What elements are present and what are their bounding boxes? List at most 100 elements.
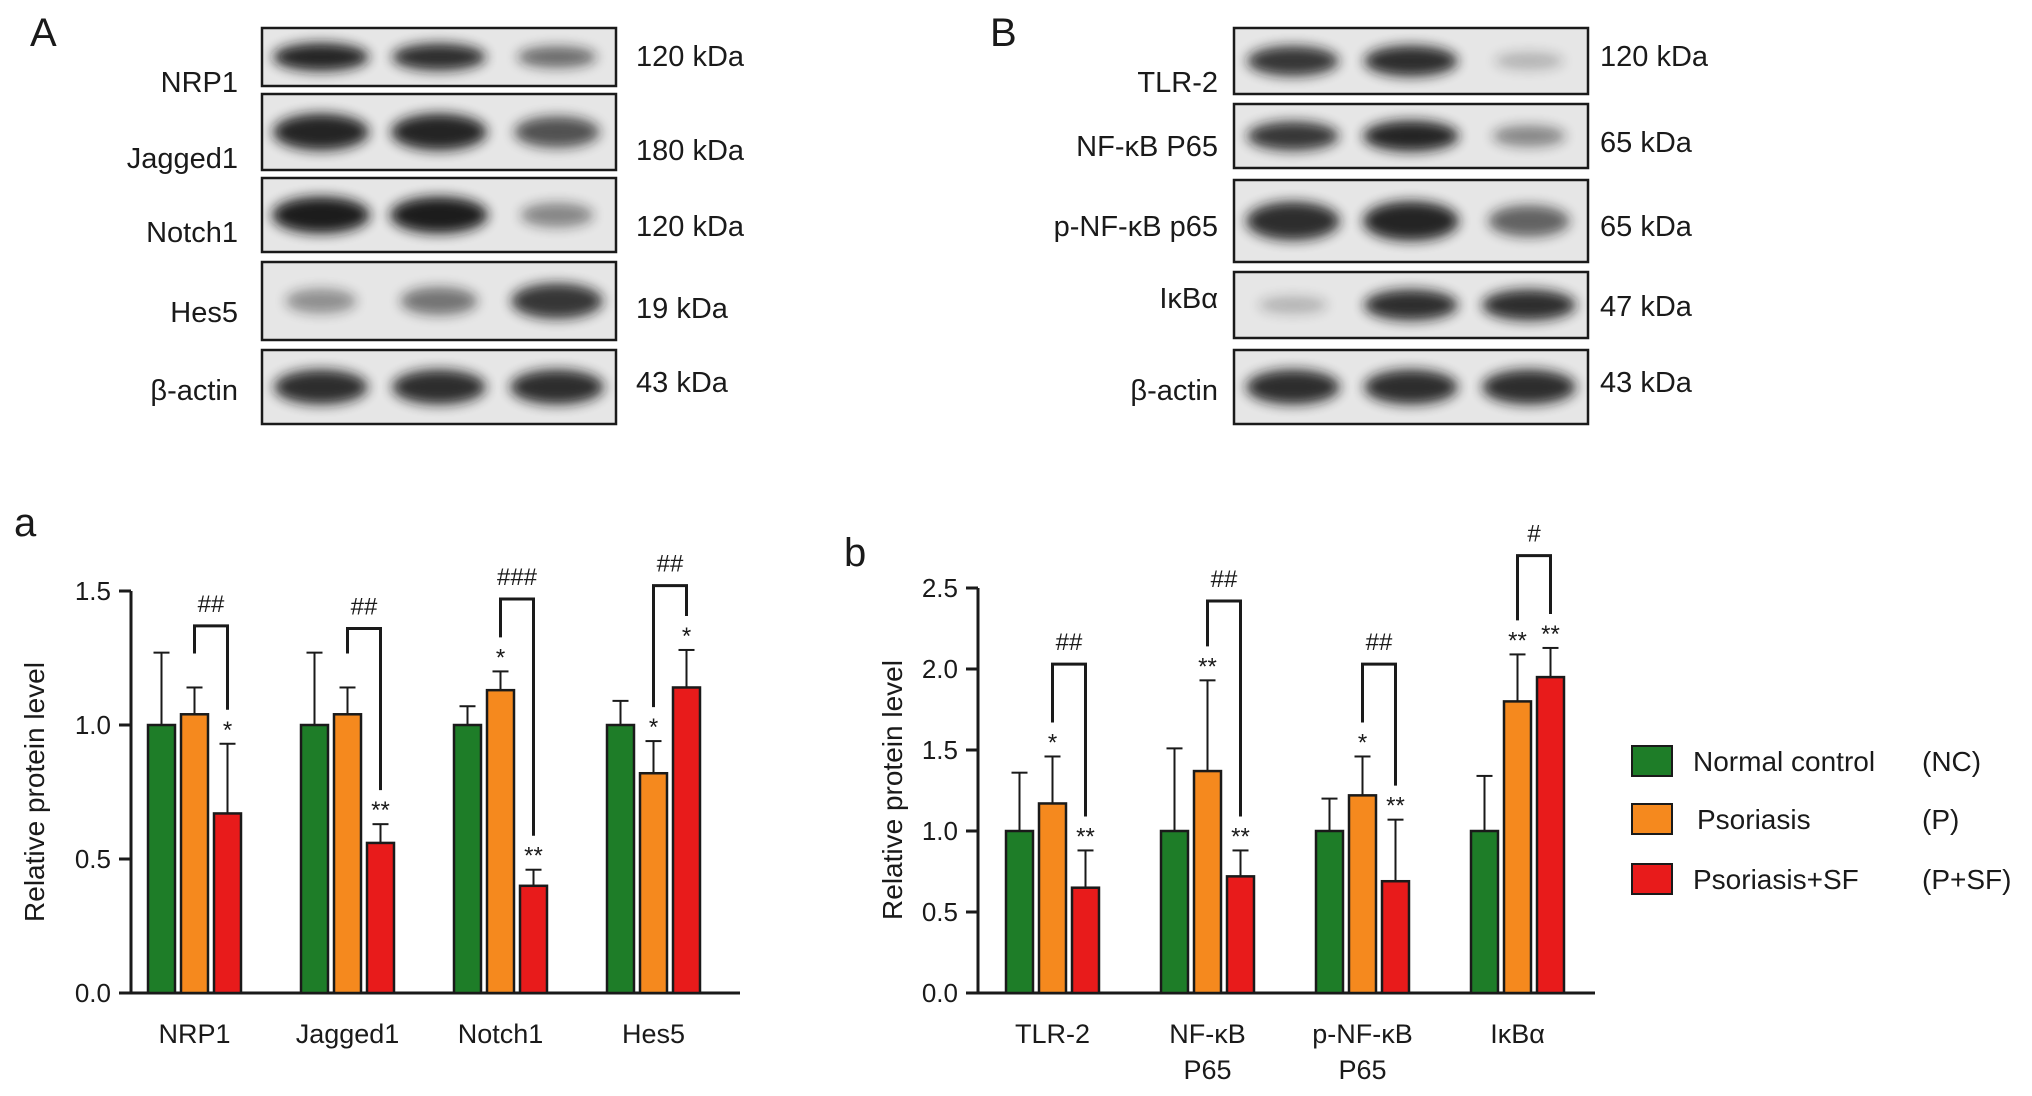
chart-b-bracket-2 <box>1361 662 1397 786</box>
blot-A-band-jagged1-lane-2 <box>391 113 487 151</box>
chart-b-bar-p-3 <box>1502 700 1533 995</box>
chart-b-ytick-label-3: 1.5 <box>922 735 958 765</box>
chart-a-category-label-0: NRP1 <box>158 1019 230 1049</box>
chart-b-category-label-1-0: NF-κB <box>1169 1019 1246 1049</box>
chart-a-ytick-label-2: 1.0 <box>75 710 111 740</box>
blot-B-band-nf-b-p65-lane-3 <box>1492 125 1566 147</box>
legend-label-p: Psoriasis <box>1697 804 1811 835</box>
blot-B-band-nf-b-p65-lane-1 <box>1247 121 1339 151</box>
chart-b-category-label-1-1: P65 <box>1183 1055 1231 1085</box>
chart-b-sig-psf-2: ** <box>1386 793 1405 820</box>
blot-B-band-tlr-2-lane-3 <box>1494 52 1564 70</box>
chart-a-bracket-label-1: ## <box>351 594 378 621</box>
blot-A-label-notch1: Notch1 <box>146 217 238 249</box>
chart-b-ytick-label-1: 0.5 <box>922 897 958 927</box>
chart-b-sig-psf-0: ** <box>1076 823 1095 850</box>
chart-b-category-label-3: IκBα <box>1490 1019 1545 1049</box>
chart-a-bar-nc-0 <box>146 723 177 995</box>
blot-A-band-actin-lane-1 <box>274 369 368 405</box>
chart-b-ytick-label-4: 2.0 <box>922 654 958 684</box>
legend-swatch-psf <box>1631 863 1673 895</box>
chart-a-bar-psf-3 <box>671 686 702 995</box>
western-blot-A: NRP1 120 kDa Jagged1 180 kDa Notch1 120 kDa He… <box>127 26 745 426</box>
blot-B-size-i-b: 47 kDa <box>1600 291 1693 323</box>
legend-label-psf: Psoriasis+SF <box>1693 864 1859 895</box>
legend-abbr-psf: (P+SF) <box>1922 864 2011 895</box>
chart-a-category-label-3: Hes5 <box>622 1019 685 1049</box>
blot-B-band-p-nf-b-p65-lane-1 <box>1246 201 1340 241</box>
blot-B-label-actin: β-actin <box>1130 375 1218 407</box>
chart-a-bracket-2 <box>499 597 535 836</box>
chart-b-ytick-label-5: 2.5 <box>922 573 958 603</box>
blot-A-band-hes5-lane-3 <box>511 283 603 319</box>
chart-a-bracket-label-2: ### <box>497 564 538 591</box>
chart-b-bracket-0 <box>1051 662 1087 817</box>
chart-a-category-label-1: Jagged1 <box>296 1019 400 1049</box>
chart-a-sig-p-2: * <box>496 644 505 671</box>
chart-b-bar-nc-0 <box>1004 829 1035 995</box>
blot-A-size-actin: 43 kDa <box>636 367 729 399</box>
blot-B-band-i-b-lane-2 <box>1364 289 1458 321</box>
blot-A-band-hes5-lane-1 <box>285 288 357 314</box>
chart-b-sig-psf-3: ** <box>1541 621 1560 648</box>
chart-b-bar-psf-2 <box>1380 879 1411 995</box>
chart-a-bracket-label-3: ## <box>657 551 684 578</box>
blot-B-label-p-nf-b-p65: p-NF-κB p65 <box>1054 211 1218 243</box>
blot-A-band-notch1-lane-2 <box>390 196 488 234</box>
blot-B-band-p-nf-b-p65-lane-2 <box>1363 201 1459 241</box>
chart-a-bracket-label-0: ## <box>198 591 225 618</box>
chart-b-category-label-2-1: P65 <box>1338 1055 1386 1085</box>
chart-a-y-axis-label: Relative protein level <box>19 662 50 922</box>
blot-B-band-i-b-lane-1 <box>1258 296 1328 314</box>
blot-A-size-nrp1: 120 kDa <box>636 41 745 73</box>
blot-B-size-tlr-2: 120 kDa <box>1600 41 1709 73</box>
legend: Normal control (NC) Psoriasis (P) Psoria… <box>1631 745 2011 895</box>
blot-B-size-nf-b-p65: 65 kDa <box>1600 127 1693 159</box>
blot-B-size-p-nf-b-p65: 65 kDa <box>1600 211 1693 243</box>
chart-a-bar-p-1 <box>332 713 363 995</box>
panel-letter-b: b <box>844 531 866 575</box>
chart-b-bar-nc-3 <box>1469 829 1500 995</box>
chart-b-bar-nc-2 <box>1314 829 1345 995</box>
chart-b-bar-nc-1 <box>1159 829 1190 995</box>
chart-b-bracket-label-3: # <box>1527 521 1541 548</box>
blot-B-band-actin-lane-3 <box>1482 369 1576 405</box>
blot-A-band-nrp1-lane-2 <box>392 43 486 71</box>
chart-a-bar-p-0 <box>179 713 210 995</box>
chart-a-bracket-3 <box>652 584 688 708</box>
chart-b-category-label-2-0: p-NF-κB <box>1312 1019 1413 1049</box>
blot-B-band-nf-b-p65-lane-2 <box>1363 120 1459 152</box>
blot-B-band-tlr-2-lane-2 <box>1364 45 1458 77</box>
legend-abbr-nc: (NC) <box>1922 746 1981 777</box>
chart-a-ytick-label-1: 0.5 <box>75 844 111 874</box>
legend-abbr-p: (P) <box>1922 804 1959 835</box>
chart-b-ytick-label-2: 1.0 <box>922 816 958 846</box>
chart-b-sig-p-3: ** <box>1508 627 1527 654</box>
blot-A-label-hes5: Hes5 <box>170 297 238 329</box>
chart-b-bar-p-2 <box>1347 794 1378 995</box>
chart-b-bracket-label-0: ## <box>1056 629 1083 656</box>
chart-b-bracket-3 <box>1516 554 1552 621</box>
chart-a-bar-nc-1 <box>299 723 330 995</box>
chart-a-bar-p-2 <box>485 688 516 995</box>
blot-A-label-actin: β-actin <box>150 375 238 407</box>
blot-A-band-nrp1-lane-3 <box>517 46 597 68</box>
chart-b-ytick-label-0: 0.0 <box>922 978 958 1008</box>
blot-A-size-notch1: 120 kDa <box>636 211 745 243</box>
blot-B-band-p-nf-b-p65-lane-3 <box>1488 205 1570 237</box>
chart-b-bracket-label-2: ## <box>1366 629 1393 656</box>
blot-B-size-actin: 43 kDa <box>1600 367 1693 399</box>
chart-b-bar-psf-0 <box>1070 886 1101 995</box>
chart-a-bar-p-3 <box>638 771 669 995</box>
chart-b-bar-p-1 <box>1192 769 1223 995</box>
blot-A-band-notch1-lane-1 <box>272 196 370 234</box>
chart-a-ytick-label-0: 0.0 <box>75 978 111 1008</box>
chart-a-bracket-1 <box>346 627 382 791</box>
chart-a-bar-psf-2 <box>518 884 549 995</box>
bar-chart-a: 0.0 0.5 1.0 1.5 Relative protein level * ## NRP… <box>19 551 740 1049</box>
blot-A-band-actin-lane-2 <box>392 369 486 405</box>
blot-A-size-jagged1: 180 kDa <box>636 135 745 167</box>
blot-A-label-nrp1: NRP1 <box>161 67 238 99</box>
panel-letter-a: a <box>14 501 37 545</box>
bar-chart-b: 0.0 0.5 1.0 1.5 2.0 2.5 Relative protein level… <box>877 521 1595 1085</box>
